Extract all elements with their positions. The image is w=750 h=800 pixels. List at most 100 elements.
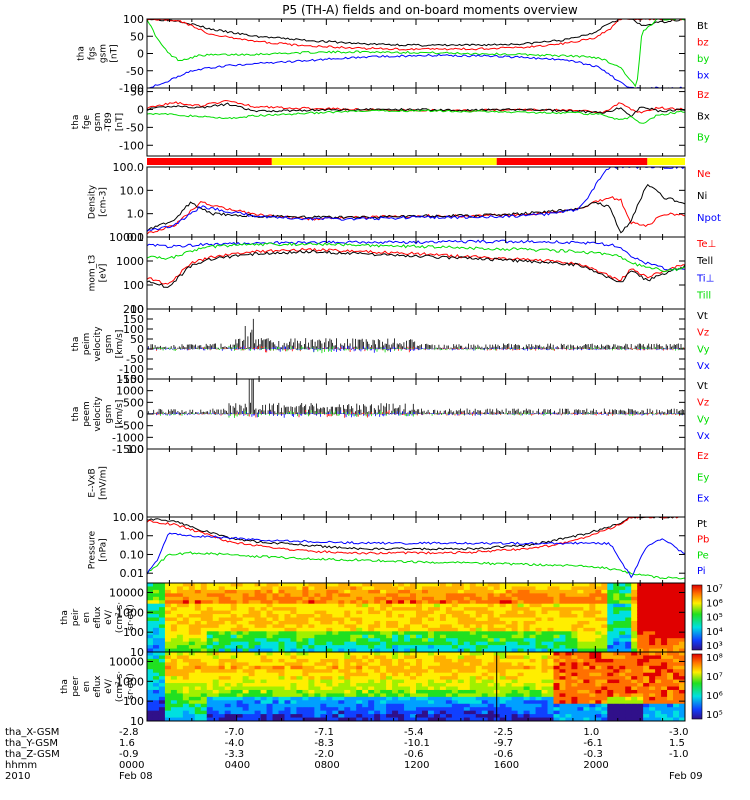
y-tick-label: 1.0 bbox=[127, 208, 145, 221]
axis-tick-value: Feb 09 bbox=[669, 771, 703, 782]
legend-entry-Ez: Ez bbox=[697, 451, 709, 462]
y-tick-label: 1000 bbox=[116, 675, 144, 688]
axis-row-label: tha_Y-GSM bbox=[5, 738, 58, 749]
axis-row-label: tha_X-GSM bbox=[5, 727, 59, 738]
legend-entry-Ex: Ex bbox=[697, 494, 709, 505]
y-axis-label: [nT] bbox=[115, 113, 125, 131]
y-tick-label: -50 bbox=[126, 65, 144, 78]
y-axis-label: eflux bbox=[93, 606, 103, 629]
legend-entry-by: by bbox=[697, 54, 709, 65]
y-tick-label: 150 bbox=[123, 313, 144, 326]
axis-tick-value: -8.3 bbox=[314, 738, 334, 749]
legend-entry-Vt: Vt bbox=[697, 381, 708, 392]
axis-tick-value: -2.5 bbox=[494, 727, 514, 738]
y-tick-label: 50 bbox=[130, 30, 144, 43]
y-tick-label: -150 bbox=[119, 373, 144, 386]
y-tick-label: 1500 bbox=[116, 373, 144, 386]
y-axis-label: tha bbox=[60, 610, 70, 625]
y-axis-label: gsm bbox=[104, 334, 114, 353]
y-tick-label: 100 bbox=[123, 279, 144, 292]
series-line-bx bbox=[147, 53, 683, 88]
y-axis-label: velocity bbox=[93, 396, 103, 432]
y-axis-label: en bbox=[82, 612, 92, 623]
mode-bar-segment bbox=[496, 158, 648, 165]
series-line-by bbox=[147, 19, 685, 88]
y-tick-label: 100 bbox=[123, 626, 144, 639]
mode-bar-segment bbox=[647, 158, 685, 165]
series-line-Pb bbox=[147, 517, 680, 555]
y-tick-label: 0 bbox=[137, 343, 144, 356]
axis-tick-value: -1.0 bbox=[669, 749, 689, 760]
y-tick-label: 1.00 bbox=[120, 530, 145, 543]
y-tick-label: 0 bbox=[137, 103, 144, 116]
legend-entry-Vz: Vz bbox=[697, 398, 709, 409]
panel-frame bbox=[146, 448, 686, 518]
y-tick-label: 10 bbox=[130, 646, 144, 659]
series-line-Ni bbox=[147, 183, 685, 234]
panel-frame bbox=[146, 166, 686, 238]
series-line-Tell bbox=[147, 249, 685, 288]
y-axis-label: fgs bbox=[88, 46, 98, 60]
axis-tick-value: 1200 bbox=[404, 760, 429, 771]
y-tick-label: 500 bbox=[123, 396, 144, 409]
axis-tick-value: 2000 bbox=[583, 760, 608, 771]
y-tick-label: 10000 bbox=[109, 231, 144, 244]
y-tick-label: 0 bbox=[137, 408, 144, 421]
mode-bar-segment bbox=[271, 158, 497, 165]
axis-tick-value: 0000 bbox=[119, 760, 144, 771]
axis-tick-value: 1.0 bbox=[583, 727, 599, 738]
y-axis-label: Pressure bbox=[88, 530, 98, 569]
legend-entry-Ne: Ne bbox=[697, 169, 711, 180]
y-axis-label: eflux bbox=[93, 675, 103, 698]
legend-entry-Ni: Ni bbox=[697, 191, 707, 202]
panel-2 bbox=[147, 158, 685, 165]
y-tick-label: 10 bbox=[130, 303, 144, 316]
series-line-Te⊥ bbox=[147, 247, 685, 285]
y-tick-label: 0.1 bbox=[127, 231, 145, 244]
series-line-By bbox=[147, 109, 685, 124]
series-line-Bx bbox=[147, 102, 685, 118]
axis-tick-value: -0.9 bbox=[119, 749, 139, 760]
axis-tick-value: -4.0 bbox=[225, 738, 245, 749]
panel-8: 10.00 1.00 0.10 0.01 Pressure [nPa] Pt Pb Pe Pi bbox=[88, 511, 709, 584]
series-line-Till bbox=[147, 242, 685, 273]
panel-frame bbox=[146, 87, 686, 157]
y-axis-label: [nPa] bbox=[99, 538, 109, 561]
y-tick-label: 10000 bbox=[109, 655, 144, 668]
y-axis-label: mom_t3 bbox=[88, 255, 98, 292]
axis-tick-value: -0.3 bbox=[583, 749, 603, 760]
legend-entry-Pe: Pe bbox=[697, 550, 709, 561]
y-tick-label: -100 bbox=[119, 82, 144, 95]
panel-1: 50 0 -50 -100 tha fge gsm -T89 [nT] Bz Bx By bbox=[71, 86, 710, 157]
colorbar-label: 10⁷ bbox=[706, 672, 723, 683]
axis-tick-value: -7.1 bbox=[314, 727, 334, 738]
legend-entry-Vx: Vx bbox=[697, 431, 710, 442]
series-trace-Vt bbox=[147, 318, 685, 349]
y-tick-label: 10.0 bbox=[120, 184, 145, 197]
y-tick-label: 100 bbox=[123, 695, 144, 708]
legend-entry-Vt: Vt bbox=[697, 311, 708, 322]
panel-10: 10⁸ 10⁷ 10⁶ 10⁵ 10000 1000 100 10 tha peer en eflux… bbox=[60, 651, 723, 728]
axis-tick-value: -6.1 bbox=[583, 738, 603, 749]
series-line-Pt bbox=[147, 517, 683, 551]
legend-entry-Pt: Pt bbox=[697, 519, 707, 530]
legend-entry-Te⊥: Te⊥ bbox=[696, 239, 716, 250]
axis-tick-value: -2.0 bbox=[314, 749, 334, 760]
series-line-Bz bbox=[147, 99, 685, 114]
y-axis-label: velocity bbox=[93, 326, 103, 362]
legend-entry-Tell: Tell bbox=[696, 256, 713, 267]
y-axis-label: [cm-3] bbox=[99, 187, 109, 217]
y-tick-label: 100.0 bbox=[113, 161, 145, 174]
legend-entry-Till: Till bbox=[696, 290, 711, 301]
y-axis-label: [km/s] bbox=[115, 330, 125, 359]
y-axis-label: peir bbox=[71, 608, 81, 626]
panel-4: 10000 1000 100 10 mom_t3 [eV] Te⊥ Tell Ti⊥ Till bbox=[88, 231, 717, 316]
y-tick-label: -500 bbox=[119, 420, 144, 433]
panel-9: 10⁷ 10⁶ 10⁵ 10⁴ 10³ 10000 1000 100 10 tha peir en ef… bbox=[60, 582, 723, 659]
y-axis-label: [mV/m] bbox=[99, 466, 109, 500]
y-tick-label: 0 bbox=[137, 48, 144, 61]
y-axis-label: tha bbox=[77, 46, 87, 61]
legend-entry-Bx: Bx bbox=[697, 111, 710, 122]
